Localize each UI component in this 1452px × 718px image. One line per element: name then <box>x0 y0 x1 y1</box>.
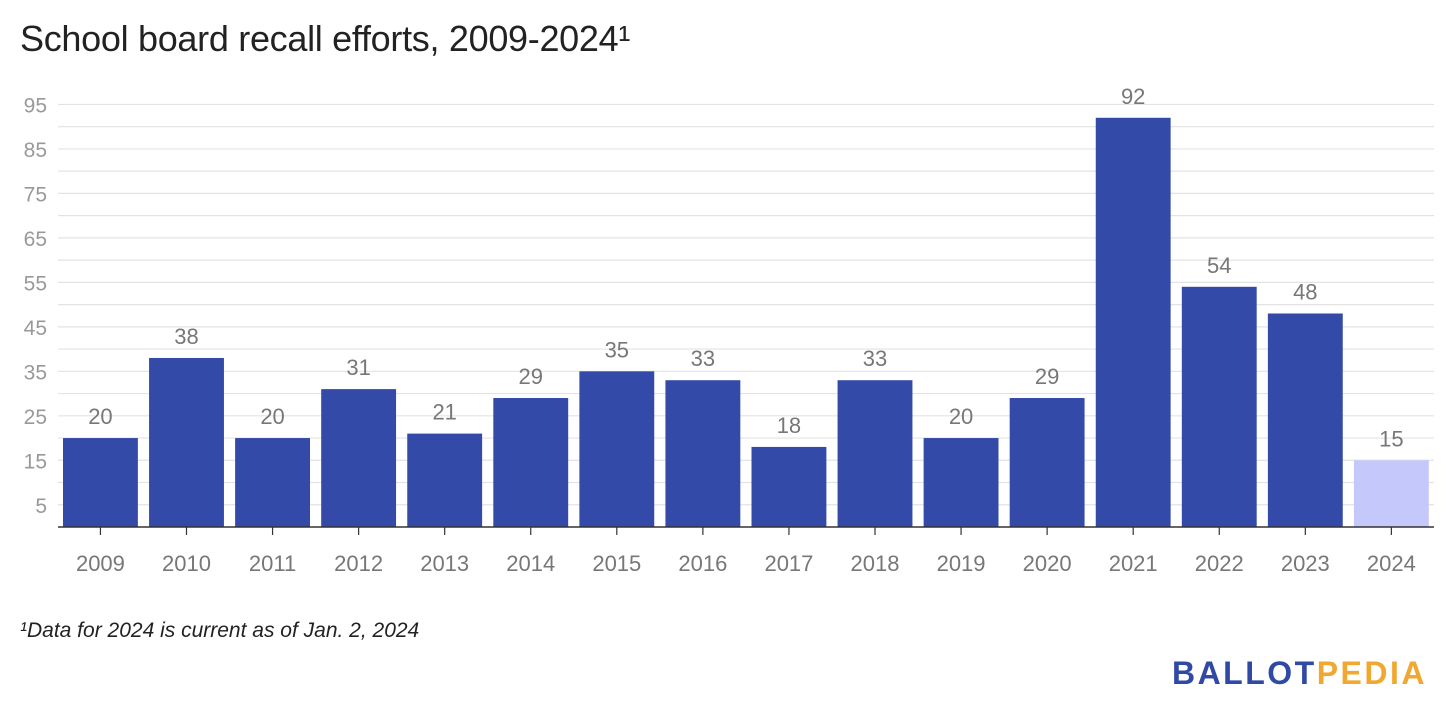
x-tick-label-2024: 2024 <box>1367 551 1416 576</box>
x-tick-label-2019: 2019 <box>937 551 986 576</box>
bar-2021 <box>1095 117 1171 527</box>
chart-title: School board recall efforts, 2009-2024¹ <box>20 18 631 59</box>
data-label-2009: 20 <box>88 404 112 429</box>
bar-2016 <box>665 380 741 527</box>
y-tick-label: 45 <box>24 317 47 340</box>
bar-2010 <box>149 357 224 527</box>
logo-pedia-text: PEDIA <box>1316 655 1427 691</box>
bars <box>63 117 1429 527</box>
x-tick-label-2009: 2009 <box>76 551 125 576</box>
data-label-2023: 48 <box>1293 279 1317 304</box>
x-tick-label-2022: 2022 <box>1195 551 1244 576</box>
y-tick-label: 15 <box>24 450 47 473</box>
data-label-2010: 38 <box>174 324 198 349</box>
x-tick-label-2021: 2021 <box>1109 551 1158 576</box>
bar-2014 <box>493 398 569 527</box>
y-tick-label: 75 <box>24 183 47 206</box>
bar-2019 <box>923 438 999 527</box>
bar-2011 <box>235 438 310 527</box>
data-label-2019: 20 <box>949 404 973 429</box>
y-tick-label: 35 <box>24 361 47 384</box>
bar-2017 <box>751 446 827 527</box>
data-label-2011: 20 <box>260 404 284 429</box>
y-axis-ticks: 5 15 25 35 45 55 65 75 85 95 <box>24 94 47 517</box>
y-tick-label: 95 <box>24 94 47 117</box>
data-labels: 20 38 20 31 21 29 35 33 18 33 20 29 92 54 48 15 <box>88 84 1403 451</box>
x-tick-label-2014: 2014 <box>506 551 555 576</box>
x-tick-label-2023: 2023 <box>1281 551 1330 576</box>
bar-2024 <box>1353 460 1429 527</box>
bar-2012 <box>321 389 397 527</box>
bar-2022 <box>1181 286 1257 527</box>
data-label-2024: 15 <box>1379 426 1403 451</box>
bar-2018 <box>837 380 913 527</box>
ballotpedia-logo: BALLOTPEDIA <box>1172 655 1427 692</box>
x-axis-ticks: 2009 2010 2011 2012 2013 2014 2015 2016 2017 2018… <box>76 527 1416 576</box>
data-label-2020: 29 <box>1035 364 1059 389</box>
x-tick-label-2012: 2012 <box>334 551 383 576</box>
data-label-2015: 35 <box>605 337 629 362</box>
y-tick-label: 25 <box>24 406 47 429</box>
bar-2023 <box>1267 313 1343 527</box>
x-tick-label-2017: 2017 <box>764 551 813 576</box>
y-tick-label: 55 <box>24 272 47 295</box>
x-tick-label-2020: 2020 <box>1023 551 1072 576</box>
x-tick-label-2011: 2011 <box>249 551 296 576</box>
x-tick-label-2010: 2010 <box>162 551 211 576</box>
x-tick-label-2015: 2015 <box>592 551 641 576</box>
data-label-2016: 33 <box>691 346 715 371</box>
bar-2015 <box>579 371 655 527</box>
y-tick-label: 85 <box>24 139 47 162</box>
logo-ballot-text: BALLOT <box>1171 655 1317 691</box>
data-label-2018: 33 <box>863 346 887 371</box>
y-tick-label: 5 <box>35 495 47 518</box>
data-label-2014: 29 <box>519 364 543 389</box>
y-tick-label: 65 <box>24 228 47 251</box>
data-label-2021: 92 <box>1121 84 1145 109</box>
bar-2013 <box>407 433 483 527</box>
data-label-2022: 54 <box>1207 253 1231 278</box>
x-tick-label-2016: 2016 <box>678 551 727 576</box>
x-tick-label-2013: 2013 <box>420 551 469 576</box>
data-label-2013: 21 <box>432 400 456 425</box>
bar-2020 <box>1009 398 1085 527</box>
data-label-2012: 31 <box>346 355 370 380</box>
x-tick-label-2018: 2018 <box>851 551 900 576</box>
bar-2009 <box>63 438 138 527</box>
bar-chart: 5 15 25 35 45 55 65 75 85 95 20 38 20 31 21 29 35 33 18 33… <box>24 84 1434 576</box>
footnote: ¹Data for 2024 is current as of Jan. 2, … <box>20 619 420 642</box>
data-label-2017: 18 <box>777 413 801 438</box>
